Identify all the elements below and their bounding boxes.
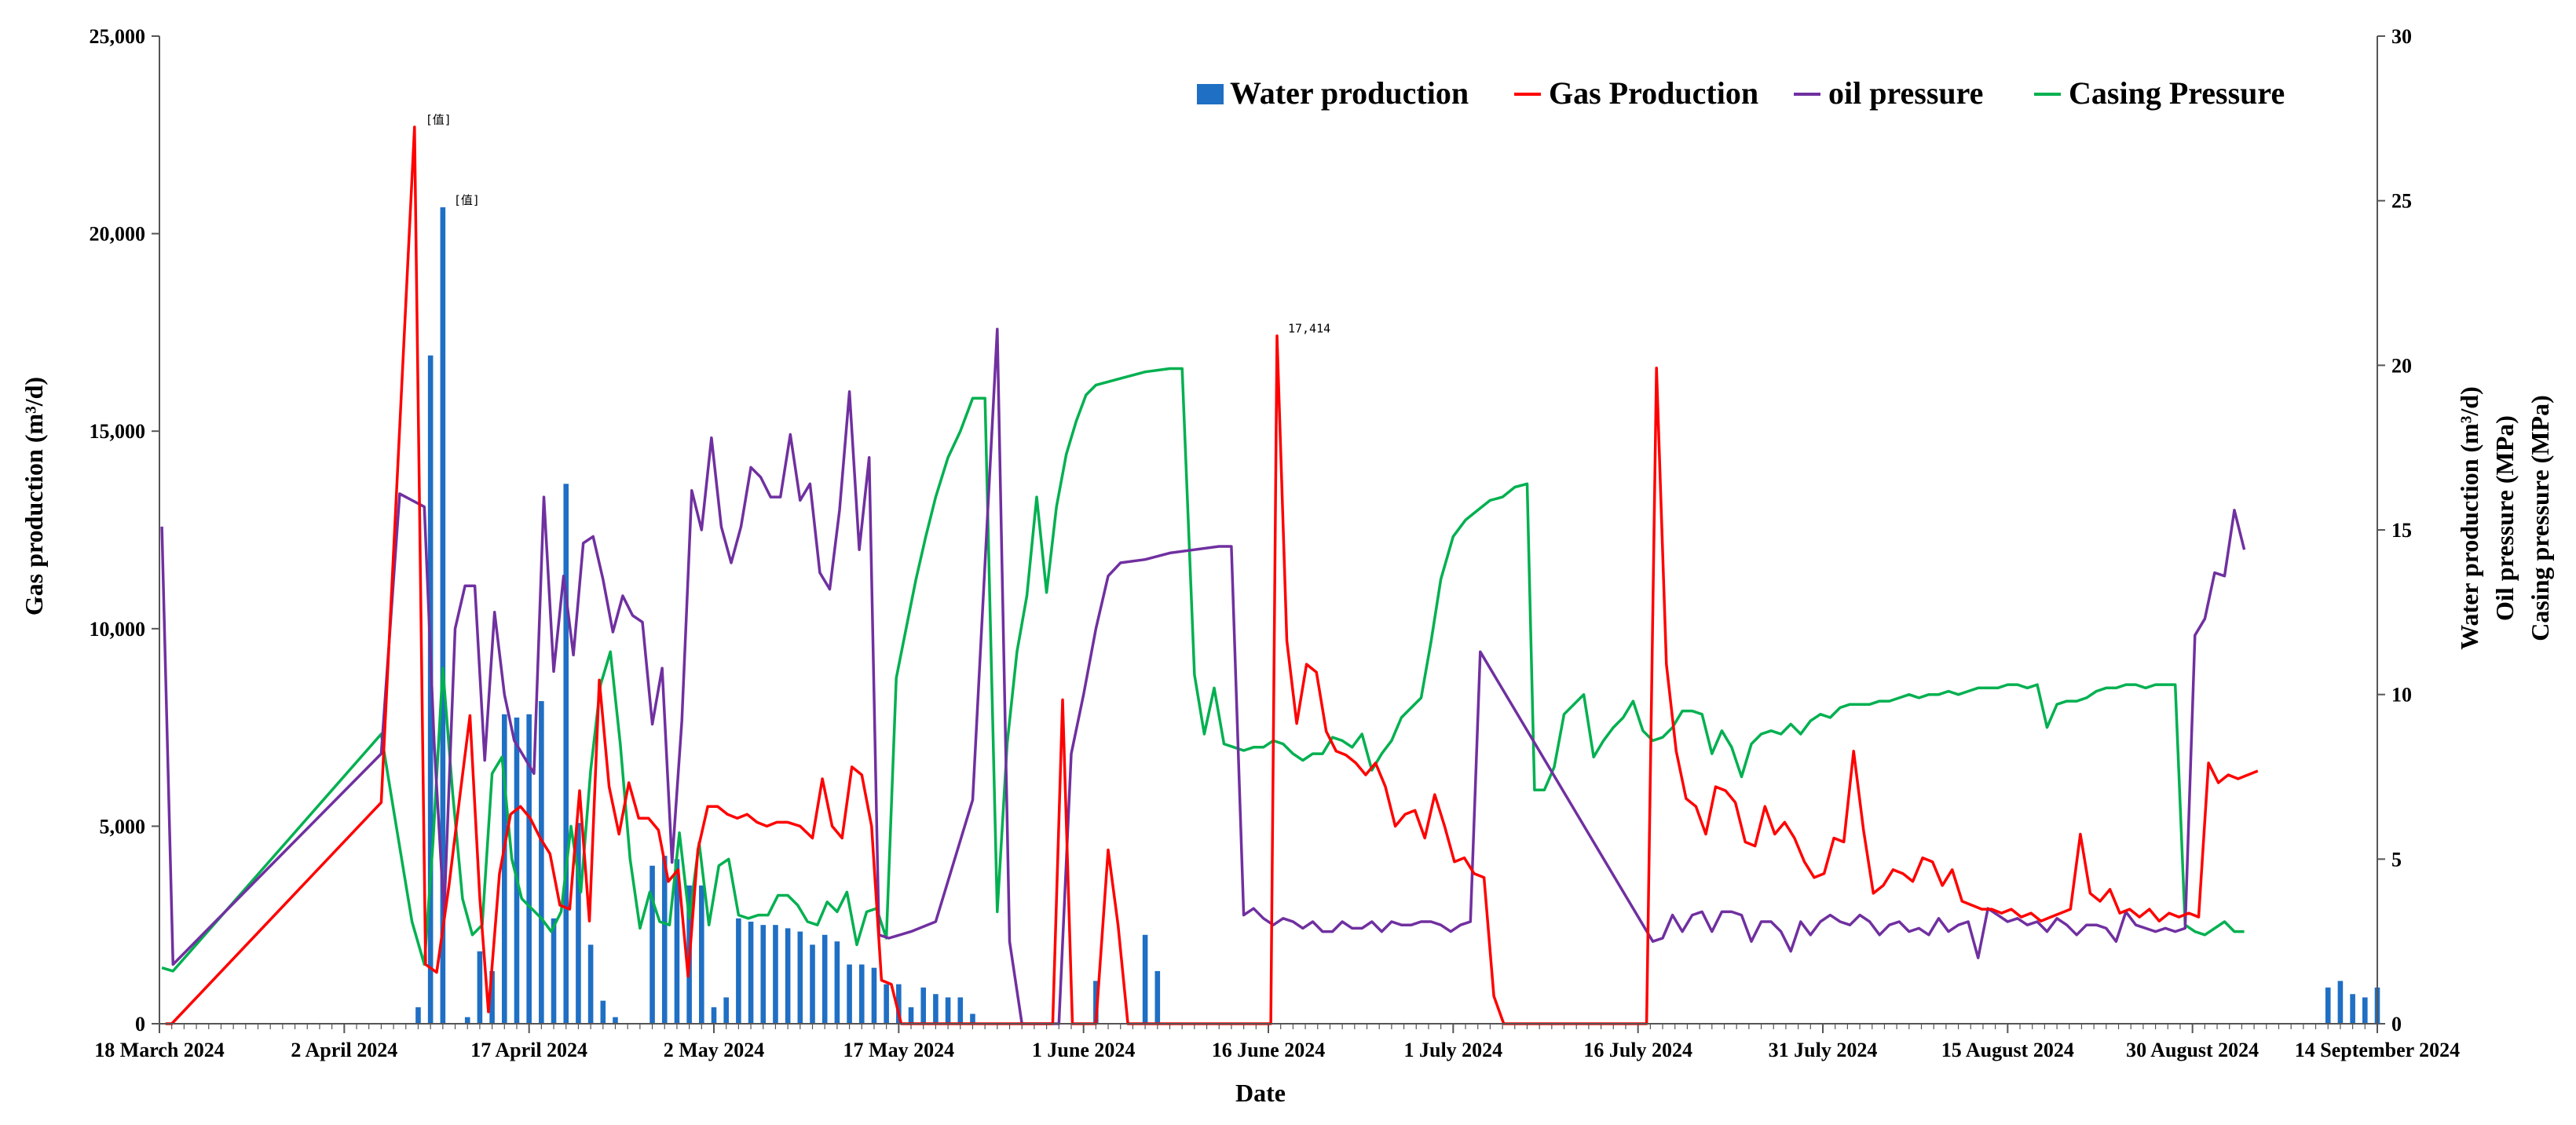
right-axis-title-oil: Oil pressure (MPa) bbox=[2490, 415, 2519, 621]
right-tick-label: 15 bbox=[2391, 519, 2412, 542]
legend-label-gas: Gas Production bbox=[1549, 75, 1758, 111]
left-axis-ticks: 0 5,000 10,000 15,000 20,000 25,000 bbox=[90, 25, 159, 1036]
right-tick-label: 5 bbox=[2391, 848, 2402, 871]
water-production-bar bbox=[760, 925, 767, 1024]
water-production-bar bbox=[576, 823, 581, 1024]
water-production-bar bbox=[723, 997, 729, 1024]
water-production-bar bbox=[810, 944, 815, 1024]
left-tick-label: 10,000 bbox=[90, 618, 146, 641]
x-tick-label: 2 April 2024 bbox=[291, 1039, 397, 1061]
legend: Water production Gas Production oil pres… bbox=[1197, 75, 2285, 111]
water-production-bar bbox=[539, 701, 544, 1024]
legend-label-casing: Casing Pressure bbox=[2069, 75, 2285, 111]
water-production-bar bbox=[587, 944, 594, 1024]
water-production-bar bbox=[600, 1000, 606, 1024]
water-production-bar bbox=[427, 355, 434, 1025]
x-tick-label: 17 April 2024 bbox=[470, 1039, 587, 1061]
axes bbox=[159, 36, 2378, 1025]
water-production-bar bbox=[748, 922, 754, 1024]
right-tick-label: 10 bbox=[2391, 684, 2412, 707]
x-tick-label: 16 July 2024 bbox=[1583, 1039, 1692, 1061]
water-production-bar bbox=[2350, 994, 2355, 1024]
water-production-bar bbox=[736, 918, 741, 1024]
x-tick-label: 31 July 2024 bbox=[1769, 1039, 1878, 1061]
right-tick-label: 30 bbox=[2391, 25, 2412, 48]
water-production-bar bbox=[1142, 934, 1148, 1024]
data-labels: [值] [值] 17,414 bbox=[426, 113, 1330, 336]
x-axis-title: Date bbox=[1235, 1079, 1286, 1107]
data-label: [值] bbox=[454, 193, 480, 207]
water-production-bar bbox=[884, 984, 889, 1024]
water-production-bar bbox=[821, 934, 828, 1024]
water-production-bar bbox=[957, 997, 964, 1024]
water-production-bar bbox=[477, 951, 483, 1024]
x-axis-ticks: 18 March 2024 2 April 2024 17 April 2024 2 … bbox=[94, 1024, 2460, 1061]
water-production-bar bbox=[1093, 981, 1099, 1024]
left-tick-label: 0 bbox=[135, 1013, 145, 1036]
water-production-bar bbox=[797, 931, 803, 1024]
water-production-bar bbox=[649, 865, 655, 1024]
water-production-bar bbox=[415, 1007, 421, 1024]
water-production-bar bbox=[526, 714, 532, 1024]
right-tick-label: 0 bbox=[2391, 1013, 2402, 1036]
right-tick-label: 25 bbox=[2391, 190, 2412, 213]
water-production-bar bbox=[551, 918, 557, 1024]
left-axis-title: Gas production (m³/d) bbox=[20, 377, 48, 615]
water-production-bar bbox=[945, 997, 951, 1024]
water-production-bar bbox=[2362, 997, 2368, 1024]
water-production-bar bbox=[970, 1014, 975, 1024]
water-production-bar bbox=[858, 964, 865, 1024]
data-label: [值] bbox=[426, 113, 452, 127]
water-production-bar bbox=[563, 484, 569, 1024]
water-production-bar bbox=[2325, 987, 2331, 1024]
data-label: 17,414 bbox=[1288, 322, 1330, 336]
water-production-bar bbox=[699, 885, 704, 1024]
right-axis-title-casing: Casing pressure (MPa) bbox=[2526, 395, 2554, 641]
water-production-bar bbox=[933, 994, 939, 1024]
water-production-bar bbox=[1154, 970, 1161, 1024]
x-tick-label: 2 May 2024 bbox=[664, 1039, 765, 1061]
water-production-bar bbox=[711, 1007, 717, 1024]
legend-swatch-water bbox=[1197, 84, 1224, 104]
water-production-bar bbox=[489, 970, 495, 1024]
water-production-bar bbox=[514, 718, 520, 1024]
gas-production-line bbox=[165, 125, 2259, 1025]
water-production-bar bbox=[920, 987, 927, 1024]
water-production-bar bbox=[613, 1017, 618, 1024]
water-production-bar bbox=[674, 859, 680, 1024]
casing-pressure-line bbox=[161, 367, 2245, 973]
x-tick-label: 1 June 2024 bbox=[1032, 1039, 1135, 1061]
left-tick-label: 5,000 bbox=[100, 815, 146, 838]
water-production-bar bbox=[464, 1017, 470, 1024]
water-production-bar bbox=[896, 984, 902, 1024]
water-production-bar bbox=[501, 714, 507, 1024]
x-tick-label: 15 August 2024 bbox=[1941, 1039, 2074, 1061]
water-production-bar bbox=[871, 967, 877, 1024]
x-tick-label: 14 September 2024 bbox=[2295, 1039, 2460, 1061]
x-tick-label: 1 July 2024 bbox=[1403, 1039, 1502, 1061]
water-production-bar bbox=[908, 1007, 914, 1024]
water-production-bar bbox=[847, 964, 852, 1024]
x-tick-label: 16 June 2024 bbox=[1212, 1039, 1325, 1061]
left-tick-label: 15,000 bbox=[90, 420, 146, 443]
legend-label-water: Water production bbox=[1230, 75, 1469, 111]
left-tick-label: 20,000 bbox=[90, 223, 146, 246]
right-axis-title-water: Water production (m³/d) bbox=[2455, 386, 2483, 650]
x-tick-label: 30 August 2024 bbox=[2126, 1039, 2259, 1061]
water-production-bar bbox=[440, 207, 446, 1024]
x-tick-label: 18 March 2024 bbox=[94, 1039, 225, 1061]
left-tick-label: 25,000 bbox=[90, 25, 146, 48]
water-production-bar bbox=[661, 856, 668, 1024]
legend-label-oil: oil pressure bbox=[1828, 75, 1983, 111]
water-production-bar bbox=[785, 928, 791, 1024]
series-lines bbox=[160, 125, 2259, 1025]
x-tick-label: 17 May 2024 bbox=[843, 1039, 955, 1061]
right-tick-label: 20 bbox=[2391, 354, 2412, 377]
water-production-bar bbox=[773, 925, 778, 1024]
water-production-bar bbox=[2337, 981, 2344, 1024]
water-production-bar bbox=[834, 941, 840, 1024]
